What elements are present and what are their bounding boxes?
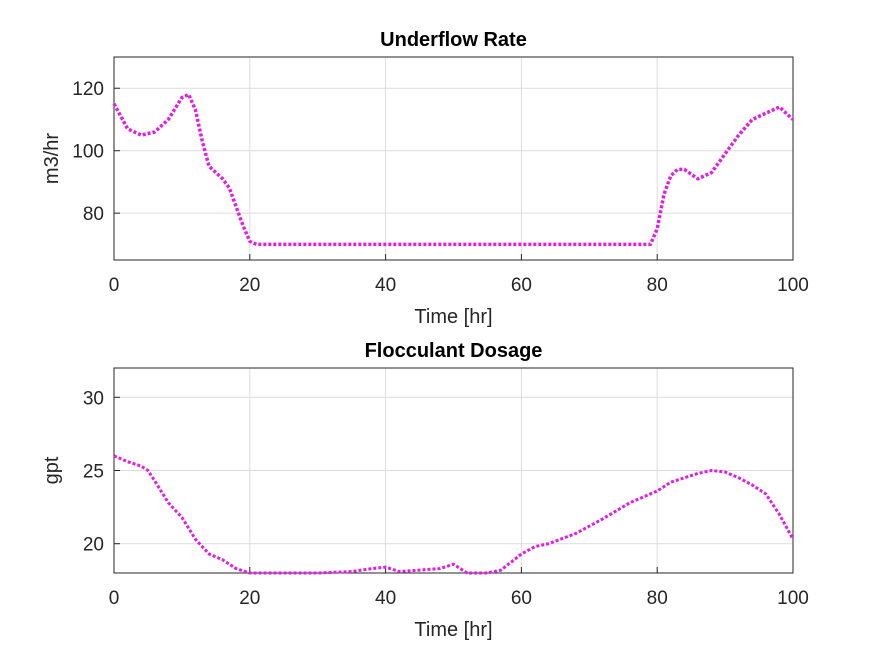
underflow-xtick-label: 100 <box>777 275 809 296</box>
underflow-title: Underflow Rate <box>380 29 527 51</box>
underflow-ytick-label: 80 <box>83 204 104 225</box>
dosage-xtick-label: 80 <box>647 588 668 609</box>
underflow-series-line <box>112 92 795 247</box>
dosage-series-line <box>113 454 795 575</box>
underflow-xtick-label: 80 <box>647 275 668 296</box>
dosage-ytick-label: 20 <box>83 535 104 556</box>
dosage-title: Flocculant Dosage <box>365 340 543 362</box>
underflow-axes-box <box>113 56 794 261</box>
underflow-ytick-label: 120 <box>72 79 104 100</box>
underflow-ylabel: m3/hr <box>41 133 63 184</box>
underflow-xlabel: Time [hr] <box>414 306 492 328</box>
flocculant-dosage-chart: 0 20 40 60 80 100 20 25 30 Flocculant Dosage Time … <box>41 340 809 641</box>
underflow-xtick-label: 40 <box>375 275 396 296</box>
underflow-ytick-label: 100 <box>72 142 104 163</box>
dosage-xlabel: Time [hr] <box>414 619 492 641</box>
dosage-xtick-label: 0 <box>109 588 120 609</box>
dosage-xtick-label: 100 <box>777 588 809 609</box>
dosage-ylabel: gpt <box>41 456 63 484</box>
underflow-xtick-label: 20 <box>239 275 260 296</box>
underflow-xtick-label: 0 <box>109 275 120 296</box>
dosage-xtick-label: 20 <box>239 588 260 609</box>
underflow-xtick-label: 60 <box>511 275 532 296</box>
underflow-rate-chart: 0 20 40 60 80 100 80 100 120 Underflow Rate Time [… <box>41 29 809 328</box>
dosage-ytick-label: 30 <box>83 388 104 409</box>
dosage-xtick-label: 60 <box>511 588 532 609</box>
dosage-ytick-label: 25 <box>83 462 104 483</box>
dosage-xtick-label: 40 <box>375 588 396 609</box>
